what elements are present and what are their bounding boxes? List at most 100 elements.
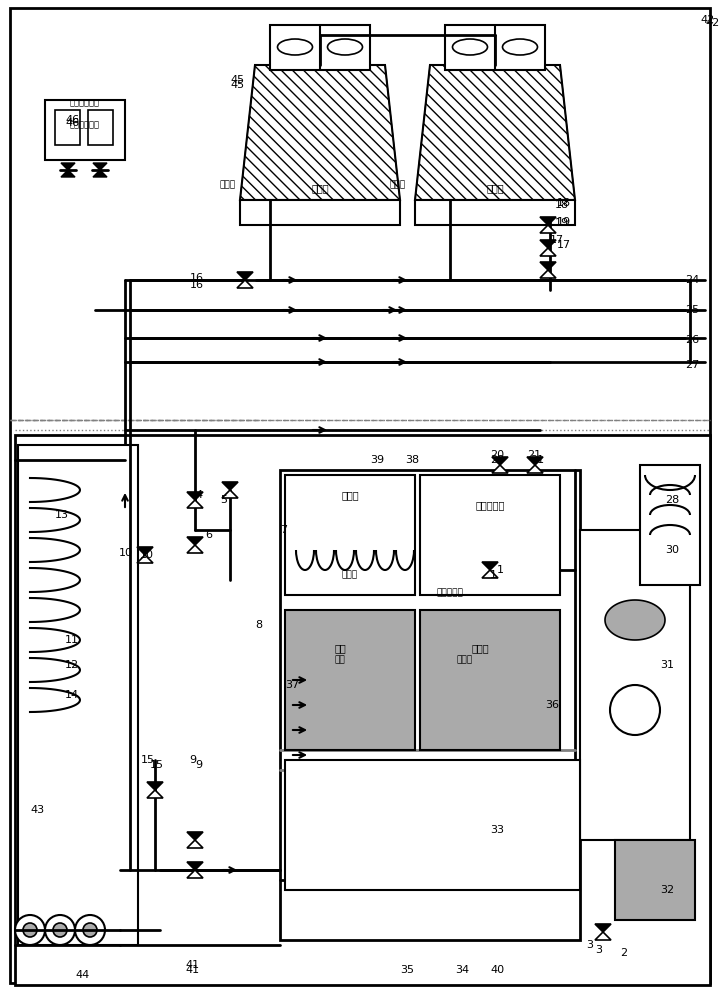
- Polygon shape: [492, 457, 508, 465]
- Polygon shape: [187, 492, 203, 500]
- Text: 烟气发生器: 烟气发生器: [475, 500, 505, 510]
- Bar: [285, 610, 415, 750]
- Text: 26: 26: [685, 335, 699, 345]
- Polygon shape: [93, 163, 107, 170]
- Text: 自动加药装置: 自动加药装置: [70, 98, 100, 107]
- Polygon shape: [415, 65, 575, 200]
- Text: 1: 1: [490, 570, 497, 580]
- Text: 45: 45: [230, 75, 244, 85]
- Bar: [420, 475, 560, 595]
- Polygon shape: [540, 248, 556, 256]
- Bar: [45, 100, 125, 160]
- Text: 19: 19: [555, 218, 569, 228]
- Polygon shape: [605, 600, 665, 640]
- Bar: [240, 200, 400, 225]
- Text: 9: 9: [189, 755, 197, 765]
- Text: 烟气发生器: 烟气发生器: [437, 588, 463, 597]
- Text: 17: 17: [550, 235, 564, 245]
- Bar: [280, 470, 580, 940]
- Text: 41: 41: [186, 960, 200, 970]
- Text: 18: 18: [557, 198, 571, 208]
- Text: 15: 15: [141, 755, 155, 765]
- Polygon shape: [187, 545, 203, 553]
- Polygon shape: [222, 482, 238, 490]
- Polygon shape: [147, 790, 163, 798]
- Text: 25: 25: [685, 305, 699, 315]
- Polygon shape: [595, 924, 611, 932]
- Polygon shape: [187, 832, 203, 840]
- Polygon shape: [540, 262, 556, 270]
- Text: 4: 4: [195, 490, 202, 500]
- Circle shape: [610, 685, 660, 735]
- Bar: [285, 760, 580, 890]
- Text: 35: 35: [400, 965, 414, 975]
- Text: 蒸发器: 蒸发器: [457, 656, 473, 664]
- Text: 自来水: 自来水: [486, 183, 504, 193]
- Ellipse shape: [502, 39, 537, 55]
- Text: 10: 10: [119, 548, 133, 558]
- Text: 40: 40: [490, 965, 504, 975]
- Polygon shape: [222, 490, 238, 498]
- Text: 3: 3: [595, 945, 602, 955]
- Polygon shape: [482, 570, 498, 578]
- Ellipse shape: [278, 39, 312, 55]
- Text: 11: 11: [65, 635, 79, 645]
- Text: 5: 5: [220, 495, 227, 505]
- Polygon shape: [492, 465, 508, 473]
- Text: 39: 39: [370, 455, 384, 465]
- Ellipse shape: [453, 39, 487, 55]
- Text: 17: 17: [557, 240, 571, 250]
- Text: 吸收: 吸收: [335, 656, 346, 664]
- Text: 自来水: 自来水: [390, 180, 406, 190]
- Text: 34: 34: [455, 965, 469, 975]
- Circle shape: [53, 923, 67, 937]
- Bar: [55, 110, 80, 145]
- Polygon shape: [540, 270, 556, 278]
- Text: 18: 18: [555, 200, 569, 210]
- Circle shape: [75, 915, 105, 945]
- Circle shape: [45, 915, 75, 945]
- Text: 16: 16: [190, 280, 204, 290]
- Polygon shape: [137, 555, 153, 563]
- Text: 24: 24: [685, 275, 699, 285]
- Text: 45: 45: [230, 80, 244, 90]
- Text: 41: 41: [185, 965, 199, 975]
- Text: 32: 32: [660, 885, 674, 895]
- Text: 13: 13: [55, 510, 69, 520]
- Text: 冷凝器: 冷凝器: [342, 570, 358, 580]
- Text: 自动加药装置: 自动加药装置: [70, 120, 100, 129]
- Text: 16: 16: [190, 273, 204, 283]
- Text: 36: 36: [545, 700, 559, 710]
- Text: 42: 42: [700, 15, 714, 25]
- Bar: [640, 465, 700, 585]
- Text: 46: 46: [65, 118, 79, 128]
- Polygon shape: [61, 170, 75, 177]
- Text: 33: 33: [490, 825, 504, 835]
- Polygon shape: [237, 272, 253, 280]
- Polygon shape: [482, 562, 498, 570]
- Text: 6: 6: [205, 530, 212, 540]
- Bar: [88, 110, 113, 145]
- Circle shape: [83, 923, 97, 937]
- Polygon shape: [187, 840, 203, 848]
- Text: 42: 42: [705, 18, 719, 28]
- Text: 28: 28: [665, 495, 679, 505]
- Text: 12: 12: [65, 660, 79, 670]
- Polygon shape: [187, 870, 203, 878]
- Text: 7: 7: [280, 525, 287, 535]
- Text: 30: 30: [665, 545, 679, 555]
- Text: 44: 44: [75, 970, 89, 980]
- Text: 冷凝器: 冷凝器: [341, 490, 359, 500]
- Text: 20: 20: [490, 455, 504, 465]
- Text: 自来水: 自来水: [220, 180, 236, 190]
- Bar: [285, 475, 415, 595]
- Text: 9: 9: [195, 760, 202, 770]
- Circle shape: [23, 923, 37, 937]
- Circle shape: [15, 915, 45, 945]
- Polygon shape: [527, 457, 543, 465]
- Text: 14: 14: [65, 690, 79, 700]
- Text: 37: 37: [285, 680, 299, 690]
- Polygon shape: [93, 170, 107, 177]
- Bar: [415, 200, 575, 225]
- Text: 38: 38: [405, 455, 419, 465]
